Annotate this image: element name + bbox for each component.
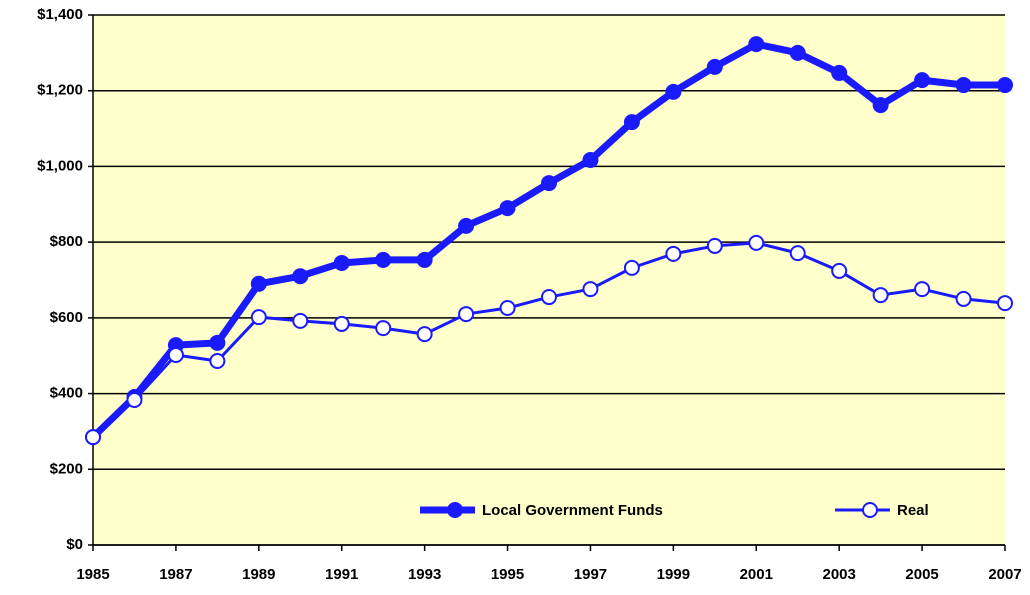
data-point bbox=[209, 334, 226, 351]
legend-item: Real bbox=[835, 502, 929, 519]
data-point bbox=[623, 114, 640, 131]
data-point bbox=[375, 251, 392, 268]
data-point bbox=[333, 315, 350, 332]
legend-marker bbox=[862, 502, 878, 518]
data-point bbox=[458, 306, 475, 323]
data-point bbox=[997, 295, 1013, 312]
y-tick-label: $600 bbox=[50, 309, 83, 326]
data-point bbox=[416, 251, 433, 268]
data-point bbox=[292, 268, 309, 285]
legend-item: Local Government Funds bbox=[420, 502, 663, 519]
data-point bbox=[250, 275, 267, 292]
data-point bbox=[582, 281, 599, 298]
legend-label: Real bbox=[897, 502, 929, 519]
data-point bbox=[499, 200, 516, 217]
x-tick-label: 2001 bbox=[740, 566, 773, 583]
y-tick-label: $800 bbox=[50, 233, 83, 250]
y-tick-label: $1,200 bbox=[37, 82, 83, 99]
data-point bbox=[955, 77, 972, 94]
data-point bbox=[706, 58, 723, 75]
x-tick-label: 1991 bbox=[325, 566, 358, 583]
x-tick-label: 1999 bbox=[657, 566, 690, 583]
x-tick-label: 1995 bbox=[491, 566, 524, 583]
data-point bbox=[541, 289, 557, 306]
data-point bbox=[997, 77, 1013, 94]
data-point bbox=[789, 44, 806, 61]
data-point bbox=[209, 353, 226, 370]
data-point bbox=[250, 309, 267, 326]
data-point bbox=[292, 312, 309, 329]
data-point bbox=[789, 245, 806, 262]
data-point bbox=[623, 259, 640, 276]
x-tick-label: 2005 bbox=[905, 566, 938, 583]
data-point bbox=[582, 151, 599, 168]
data-point bbox=[914, 72, 931, 89]
data-point bbox=[665, 245, 682, 262]
x-tick-label: 1987 bbox=[159, 566, 192, 583]
data-point bbox=[831, 64, 848, 81]
x-tick-label: 1993 bbox=[408, 566, 441, 583]
data-point bbox=[499, 300, 516, 317]
data-point bbox=[872, 287, 889, 304]
data-point bbox=[748, 36, 765, 53]
data-point bbox=[665, 83, 682, 100]
data-point bbox=[914, 281, 931, 298]
data-point bbox=[706, 237, 723, 254]
legend-marker bbox=[447, 502, 463, 518]
x-tick-label: 1985 bbox=[76, 566, 109, 583]
data-point bbox=[748, 234, 765, 251]
y-tick-label: $1,400 bbox=[37, 6, 83, 23]
x-tick-label: 2007 bbox=[988, 566, 1021, 583]
data-point bbox=[955, 290, 972, 307]
y-tick-label: $1,000 bbox=[37, 157, 83, 174]
data-point bbox=[375, 320, 392, 337]
data-point bbox=[167, 346, 184, 363]
x-tick-label: 1997 bbox=[574, 566, 607, 583]
legend-label: Local Government Funds bbox=[482, 502, 663, 519]
data-point bbox=[541, 175, 557, 192]
data-point bbox=[458, 217, 475, 234]
x-tick-label: 2003 bbox=[822, 566, 855, 583]
y-tick-label: $0 bbox=[66, 536, 83, 553]
y-tick-label: $400 bbox=[50, 385, 83, 402]
data-point bbox=[872, 97, 889, 114]
data-point bbox=[416, 326, 433, 343]
x-tick-label: 1989 bbox=[242, 566, 275, 583]
data-point bbox=[831, 262, 848, 279]
data-point bbox=[126, 392, 143, 409]
y-tick-label: $200 bbox=[50, 460, 83, 477]
data-point bbox=[85, 429, 101, 446]
data-point bbox=[333, 254, 350, 271]
